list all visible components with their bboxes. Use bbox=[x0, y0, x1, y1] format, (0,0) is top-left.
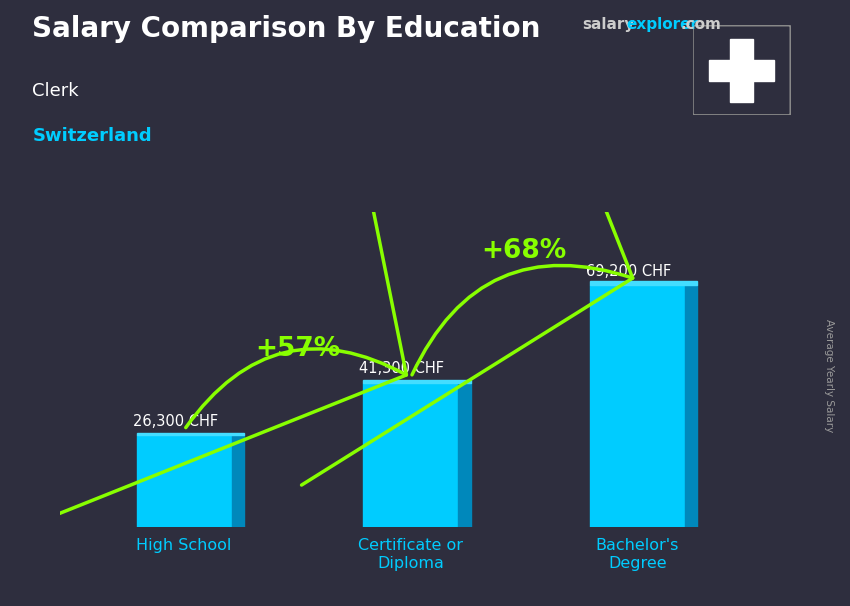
Bar bbox=[710, 59, 774, 81]
FancyArrowPatch shape bbox=[43, 0, 406, 520]
Bar bbox=[590, 281, 698, 285]
Text: Clerk: Clerk bbox=[32, 82, 79, 100]
FancyArrowPatch shape bbox=[302, 0, 632, 485]
Text: 41,300 CHF: 41,300 CHF bbox=[360, 361, 445, 376]
Text: Average Yearly Salary: Average Yearly Salary bbox=[824, 319, 834, 432]
Text: +57%: +57% bbox=[255, 336, 340, 362]
Bar bbox=[137, 435, 232, 527]
Text: Switzerland: Switzerland bbox=[32, 127, 152, 145]
Bar bbox=[458, 382, 471, 527]
Text: salary: salary bbox=[582, 17, 635, 32]
Text: 69,200 CHF: 69,200 CHF bbox=[586, 264, 671, 279]
Bar bbox=[685, 285, 698, 527]
Bar bbox=[232, 435, 244, 527]
Bar bbox=[137, 433, 244, 435]
Text: +68%: +68% bbox=[482, 238, 567, 264]
Bar bbox=[730, 39, 753, 102]
Text: explorer: explorer bbox=[626, 17, 699, 32]
Text: 26,300 CHF: 26,300 CHF bbox=[133, 414, 218, 429]
Text: .com: .com bbox=[680, 17, 721, 32]
Bar bbox=[590, 285, 685, 527]
Text: Salary Comparison By Education: Salary Comparison By Education bbox=[32, 15, 541, 43]
Bar bbox=[363, 382, 458, 527]
Bar bbox=[363, 380, 471, 382]
